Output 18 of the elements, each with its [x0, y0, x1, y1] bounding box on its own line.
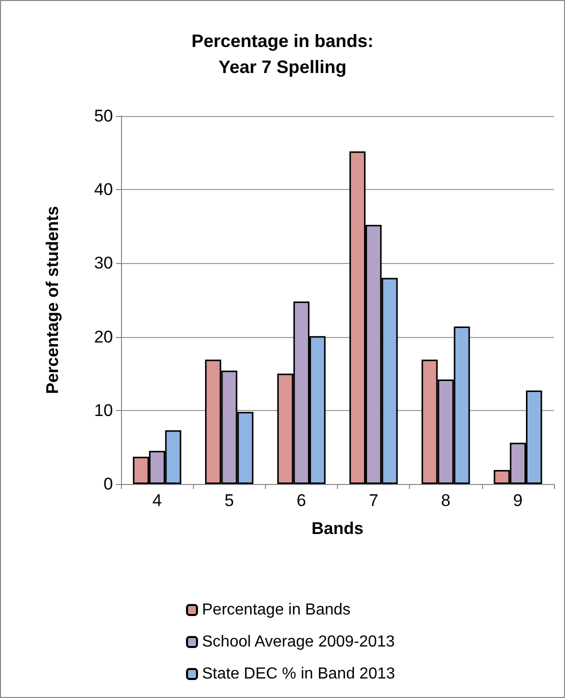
y-tick-label: 20: [94, 327, 113, 346]
legend-label: State DEC % in Band 2013: [202, 666, 396, 682]
x-tick-label: 4: [152, 491, 162, 510]
x-tick-label: 8: [441, 491, 450, 510]
x-tick-label: 9: [513, 491, 523, 510]
x-tick-label: 5: [224, 491, 234, 510]
legend-label: School Average 2009-2013: [202, 634, 395, 650]
y-tick-label: 30: [94, 254, 113, 273]
y-axis-title: Percentage of students: [43, 206, 62, 394]
x-tick-label: 7: [368, 491, 378, 510]
legend-label: Percentage in Bands: [202, 602, 351, 618]
chart-title: Percentage in bands: Year 7 Spelling: [191, 31, 374, 77]
y-tick-label: 10: [94, 400, 113, 420]
y-tick-label: 50: [94, 106, 113, 126]
y-tick-label: 40: [94, 180, 113, 200]
x-tick-label: 6: [296, 491, 306, 510]
y-tick-label: 0: [104, 474, 113, 494]
x-axis-title: Bands: [312, 519, 364, 538]
